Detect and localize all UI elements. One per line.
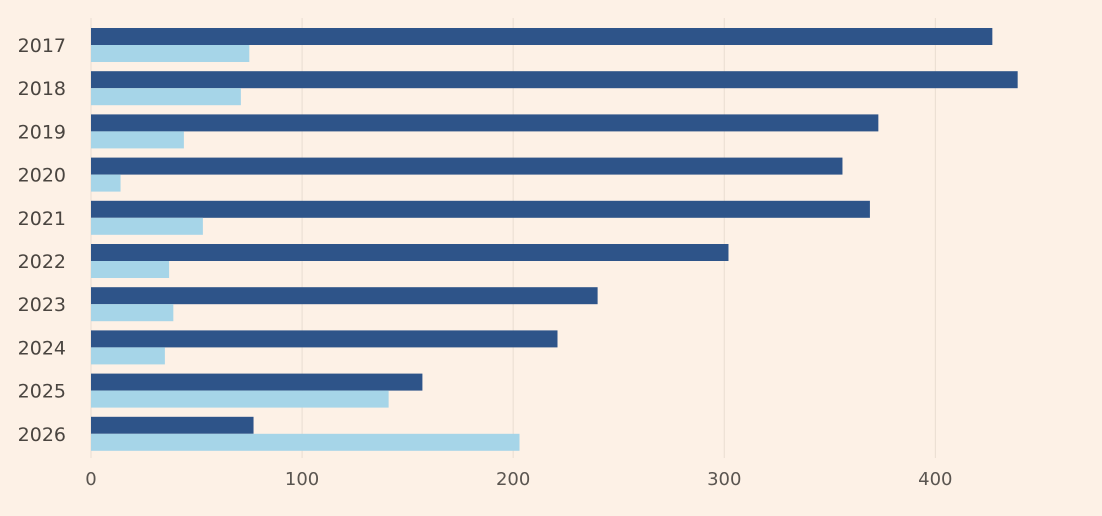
bar-2020-series-1 [91,157,843,175]
x-tick-label: 200 [496,469,530,490]
bar-2019-series-2 [91,131,184,149]
bar-2025-series-1 [91,373,423,391]
bar-2019-series-1 [91,114,879,132]
bar-2026-series-1 [91,416,254,434]
bar-2026-series-2 [91,433,520,451]
category-label: 2023 [18,294,66,316]
category-label: 2021 [18,208,66,230]
bar-2022-series-1 [91,244,729,261]
bar-2018-series-1 [91,71,1018,89]
bar-2022-series-2 [91,261,170,278]
bars [91,28,1018,451]
category-label: 2019 [18,121,66,143]
bar-2024-series-1 [91,330,558,348]
bar-2017-series-1 [91,28,993,45]
category-label: 2025 [18,381,66,403]
bar-2023-series-2 [91,304,174,322]
category-label: 2017 [18,35,66,57]
category-label: 2022 [18,251,66,273]
bar-2025-series-2 [91,390,389,408]
bar-2023-series-1 [91,287,598,305]
bar-2018-series-2 [91,88,241,106]
category-label: 2020 [18,165,66,187]
x-tick-label: 0 [85,469,96,490]
bar-2021-series-1 [91,200,870,218]
bar-2017-series-2 [91,45,250,62]
bar-2024-series-2 [91,347,165,365]
category-label: 2018 [18,78,66,100]
category-label: 2026 [18,424,66,446]
category-label: 2024 [18,337,66,359]
x-tick-label: 400 [918,469,952,490]
category-labels: 2017 2018 2019 2020 2021 2022 2023 2024 2025 2026 [18,35,66,446]
bar-2021-series-2 [91,217,203,235]
x-tick-labels: 0 100 200 300 400 [85,469,952,490]
x-tick-label: 100 [285,469,319,490]
x-tick-label: 300 [707,469,741,490]
bar-2020-series-2 [91,174,121,192]
